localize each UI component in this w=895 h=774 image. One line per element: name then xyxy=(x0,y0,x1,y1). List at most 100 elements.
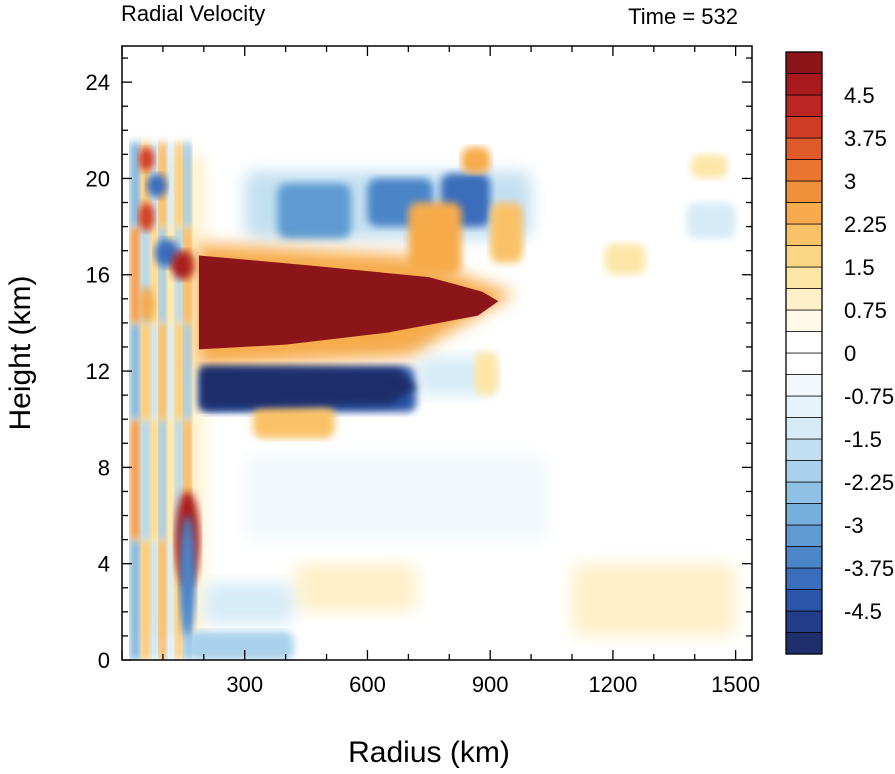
colorbar-swatch xyxy=(785,137,823,160)
core-pocket xyxy=(171,250,196,280)
colorbar-swatch xyxy=(785,610,823,633)
core-stripe xyxy=(130,142,141,227)
colorbar-swatch xyxy=(785,374,823,397)
core-stripe xyxy=(130,322,141,420)
outflow-jet xyxy=(198,255,499,350)
core-stripe xyxy=(175,539,184,660)
colorbar-swatch xyxy=(785,589,823,612)
colorbar: 4.5 3.75 3 2.25 1.5 0.75 0 -0.75 -1.5 -2.25 -3 -3.7… xyxy=(785,51,894,655)
colorbar-label: -0.75 xyxy=(844,384,894,409)
core-stripe xyxy=(167,322,176,420)
core-pocket xyxy=(138,147,155,172)
colorbar-swatch xyxy=(785,288,823,311)
y-tick-label: 8 xyxy=(98,455,110,480)
core-pocket xyxy=(138,202,155,232)
field-patch xyxy=(293,563,417,612)
colorbar-swatch xyxy=(785,245,823,268)
core-stripe xyxy=(130,226,141,323)
core-stripe xyxy=(158,226,167,323)
field-patch xyxy=(244,455,548,540)
y-axis: 0 4 8 12 16 20 24 xyxy=(86,57,752,673)
core-stripe xyxy=(140,226,151,323)
colorbar-swatch xyxy=(785,309,823,332)
colorbar-swatch xyxy=(785,460,823,483)
colorbar-label: -1.5 xyxy=(844,427,882,452)
field-patch xyxy=(473,351,499,396)
x-axis-label: Radius (km) xyxy=(348,736,510,769)
y-tick-label: 24 xyxy=(86,70,110,95)
core-stripe xyxy=(167,419,176,540)
inflow-core xyxy=(199,366,417,410)
field-patch xyxy=(490,202,523,263)
colorbar-frame xyxy=(785,51,823,655)
colorbar-label: -4.5 xyxy=(844,599,882,624)
core-stripe xyxy=(175,142,184,227)
colorbar-swatch xyxy=(785,395,823,418)
core-stripe xyxy=(183,142,192,227)
core-stripe xyxy=(140,322,151,420)
field-patch xyxy=(408,202,462,275)
x-tick-label: 1200 xyxy=(588,672,637,697)
y-tick-label: 16 xyxy=(86,263,110,288)
core-stripe xyxy=(167,226,176,323)
colorbar-swatch xyxy=(785,94,823,117)
colorbar-swatch xyxy=(785,331,823,354)
x-axis: 300 600 900 1200 1500 xyxy=(121,46,760,697)
colorbar-swatch xyxy=(785,223,823,246)
x-tick-label: 300 xyxy=(226,672,263,697)
core-stripe xyxy=(130,539,141,660)
colorbar-label: 4.5 xyxy=(844,83,875,108)
colorbar-swatch xyxy=(785,632,823,655)
y-axis-label: Height (km) xyxy=(4,275,37,430)
core-stripe xyxy=(167,142,176,227)
field-patch xyxy=(203,582,294,624)
field-patch xyxy=(572,563,736,636)
colorbar-swatch xyxy=(785,417,823,440)
y-tick-label: 0 xyxy=(98,648,110,673)
colorbar-label: 0 xyxy=(844,341,856,366)
colorbar-swatch xyxy=(785,503,823,526)
colorbar-label: 1.5 xyxy=(844,255,875,280)
core-pocket xyxy=(138,286,155,323)
field-patch xyxy=(187,631,294,660)
colorbar-label: 3.75 xyxy=(844,126,887,151)
core-stripe xyxy=(150,226,159,323)
core-stripe xyxy=(167,539,176,660)
colorbar-swatch xyxy=(785,546,823,569)
core-stripe xyxy=(130,419,141,540)
colorbar-label: 2.25 xyxy=(844,212,887,237)
x-tick-label: 600 xyxy=(349,672,386,697)
colorbar-swatch xyxy=(785,524,823,547)
core-stripe xyxy=(158,322,167,420)
velocity-field xyxy=(130,142,736,660)
core-stripe xyxy=(183,322,192,420)
field-patch xyxy=(604,243,646,275)
colorbar-label: -3.75 xyxy=(844,556,894,581)
chart-title: Radial Velocity xyxy=(121,1,265,26)
core-stripe xyxy=(150,322,159,420)
colorbar-swatch xyxy=(785,438,823,461)
colorbar-swatch xyxy=(785,180,823,203)
field-patch xyxy=(461,147,491,174)
core-stripe xyxy=(140,419,151,540)
colorbar-label: 3 xyxy=(844,169,856,194)
colorbar-swatch xyxy=(785,159,823,182)
core-pocket xyxy=(146,173,167,198)
y-tick-label: 4 xyxy=(98,552,110,577)
x-tick-label: 1500 xyxy=(711,672,760,697)
field-patch xyxy=(416,356,491,396)
y-tick-label: 12 xyxy=(86,359,110,384)
colorbar-swatch xyxy=(785,51,823,74)
plot-frame xyxy=(121,45,753,661)
core-stripe xyxy=(175,419,184,540)
field-patch xyxy=(252,404,335,439)
field-patch xyxy=(686,202,736,239)
colorbar-swatch xyxy=(785,116,823,139)
core-pocket xyxy=(179,515,196,636)
colorbar-swatch xyxy=(785,481,823,504)
colorbar-label: 0.75 xyxy=(844,298,887,323)
colorbar-swatch xyxy=(785,266,823,289)
colorbar-swatch xyxy=(785,352,823,375)
core-stripe xyxy=(150,419,159,540)
time-label: Time = 532 xyxy=(628,4,738,29)
